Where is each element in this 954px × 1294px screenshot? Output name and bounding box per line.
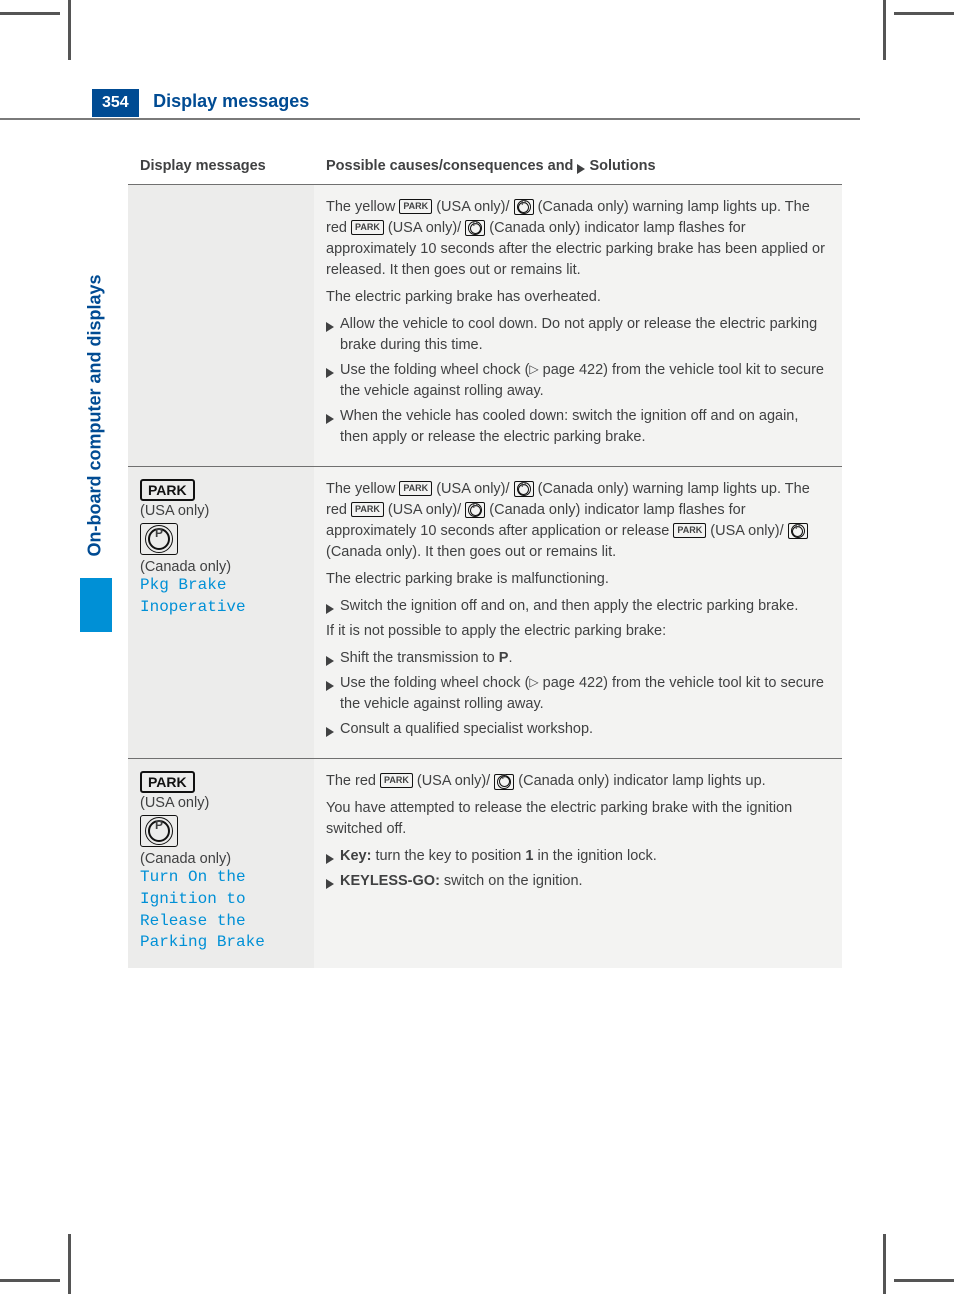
row2-message-cell: PARK (USA only) P (Canada only) Pkg Brak… xyxy=(128,467,314,759)
triangle-icon xyxy=(326,681,334,691)
triangle-icon xyxy=(577,164,585,174)
park-icon: PARK xyxy=(351,502,384,517)
row1-solution-cell: The yellow PARK (USA only)/ P (Canada on… xyxy=(314,185,842,467)
display-message-text: Turn On theIgnition toRelease theParking… xyxy=(140,867,302,953)
table-row: The yellow PARK (USA only)/ P (Canada on… xyxy=(128,185,842,467)
p-circle-icon: P xyxy=(494,774,514,790)
action-item: Use the folding wheel chock (▷ page 422)… xyxy=(326,360,830,402)
triangle-icon xyxy=(326,879,334,889)
row2-solution-cell: The yellow PARK (USA only)/ P (Canada on… xyxy=(314,467,842,759)
page-header: 354 Display messages xyxy=(0,86,954,116)
park-badge: PARK xyxy=(140,479,195,501)
ref-triangle-icon: ▷ xyxy=(529,361,538,378)
p-circle-icon: P xyxy=(788,523,808,539)
triangle-icon xyxy=(326,322,334,332)
header-col2-suffix: Solutions xyxy=(585,158,655,174)
action-item: Shift the transmission to P. xyxy=(326,648,830,669)
action-item: Allow the vehicle to cool down. Do not a… xyxy=(326,314,830,356)
row2-p3: If it is not possible to apply the elect… xyxy=(326,621,830,642)
side-tab-marker xyxy=(80,578,112,632)
page-title: Display messages xyxy=(143,86,319,117)
row2-p1: The yellow PARK (USA only)/ P (Canada on… xyxy=(326,479,830,563)
triangle-icon xyxy=(326,604,334,614)
p-circle-icon: P xyxy=(514,199,534,215)
side-tab: On-board computer and displays xyxy=(80,200,110,630)
triangle-icon xyxy=(326,414,334,424)
messages-table: Display messages Possible causes/consequ… xyxy=(128,148,842,968)
park-icon: PARK xyxy=(351,220,384,235)
canada-only-label: (Canada only) xyxy=(140,559,302,575)
park-icon: PARK xyxy=(380,773,413,788)
usa-only-label: (USA only) xyxy=(140,795,302,811)
triangle-icon xyxy=(326,727,334,737)
action-item: Consult a qualified specialist workshop. xyxy=(326,719,830,740)
row1-message-cell xyxy=(128,185,314,467)
triangle-icon xyxy=(326,854,334,864)
action-item: Key: turn the key to position 1 in the i… xyxy=(326,846,830,867)
usa-only-label: (USA only) xyxy=(140,503,302,519)
crop-marks-top xyxy=(0,0,954,60)
table-row: PARK (USA only) P (Canada only) Turn On … xyxy=(128,759,842,968)
park-icon: PARK xyxy=(673,523,706,538)
canada-only-label: (Canada only) xyxy=(140,851,302,867)
row1-p2: The electric parking brake has overheate… xyxy=(326,287,830,308)
row3-p1: The red PARK (USA only)/ P (Canada only)… xyxy=(326,771,830,792)
row2-p2: The electric parking brake is malfunctio… xyxy=(326,569,830,590)
triangle-icon xyxy=(326,368,334,378)
row3-p2: You have attempted to release the electr… xyxy=(326,798,830,840)
triangle-icon xyxy=(326,656,334,666)
action-item: KEYLESS-GO: switch on the ignition. xyxy=(326,871,830,892)
park-badge: PARK xyxy=(140,771,195,793)
park-icon: PARK xyxy=(399,481,432,496)
table-header-col2: Possible causes/consequences and Solutio… xyxy=(314,148,842,185)
p-circle-large-icon: P xyxy=(140,815,302,847)
p-circle-large-icon: P xyxy=(140,523,302,555)
row1-p1: The yellow PARK (USA only)/ P (Canada on… xyxy=(326,197,830,281)
header-col2-prefix: Possible causes/consequences and xyxy=(326,158,577,174)
display-message-text: Pkg BrakeInoperative xyxy=(140,575,302,618)
header-rule xyxy=(0,118,860,120)
row3-solution-cell: The red PARK (USA only)/ P (Canada only)… xyxy=(314,759,842,968)
action-item: Switch the ignition off and on, and then… xyxy=(326,596,830,617)
row3-message-cell: PARK (USA only) P (Canada only) Turn On … xyxy=(128,759,314,968)
table-header-col1: Display messages xyxy=(128,148,314,185)
ref-triangle-icon: ▷ xyxy=(529,674,538,691)
side-tab-label: On-board computer and displays xyxy=(85,274,106,556)
p-circle-icon: P xyxy=(514,481,534,497)
action-item: Use the folding wheel chock (▷ page 422)… xyxy=(326,673,830,715)
table-row: PARK (USA only) P (Canada only) Pkg Brak… xyxy=(128,467,842,759)
p-circle-icon: P xyxy=(465,502,485,518)
crop-marks-bottom xyxy=(0,1234,954,1294)
page-number: 354 xyxy=(92,89,139,117)
park-icon: PARK xyxy=(399,199,432,214)
action-item: When the vehicle has cooled down: switch… xyxy=(326,406,830,448)
p-circle-icon: P xyxy=(465,220,485,236)
